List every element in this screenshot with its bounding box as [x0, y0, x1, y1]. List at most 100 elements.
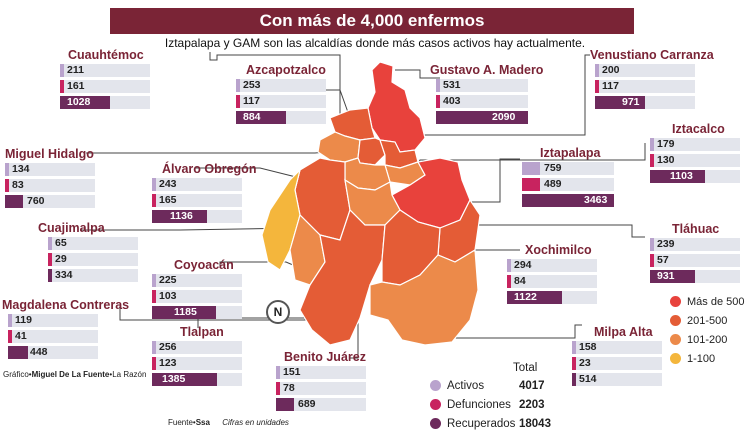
box-azcapotzalco: Azcapotzalco 253 117 884	[236, 63, 326, 127]
alcaldias-shapes	[261, 61, 481, 346]
name: Miguel Hidalgo	[5, 147, 94, 161]
defunciones-label: Defunciones	[447, 398, 511, 411]
name: Magdalena Contreras	[2, 298, 130, 312]
tlalpan-shape	[299, 208, 386, 346]
mas500-swatch	[670, 296, 681, 307]
activos-value: 531	[443, 79, 461, 91]
recuperados-value: 1136	[170, 210, 193, 222]
recuperados-value: 3463	[584, 194, 608, 206]
defunciones-value: 130	[657, 154, 675, 166]
name: Venustiano Carranza	[590, 48, 714, 62]
recuperados-value: 1122	[514, 291, 537, 303]
scale-label: Más de 500	[687, 295, 745, 308]
name: Xochimilco	[525, 243, 592, 257]
box-miguel-hidalgo: Miguel Hidalgo 134 83 760	[5, 147, 95, 211]
defunciones-total: 2203	[519, 398, 545, 411]
defunciones-value: 23	[579, 357, 591, 369]
activos-value: 151	[283, 366, 301, 378]
name: Álvaro Obregón	[162, 162, 257, 176]
graphic-credit: Gráfico•Miguel De La Fuente•La Razón	[3, 370, 146, 379]
name: Iztapalapa	[540, 146, 601, 160]
box-cuajimalpa: Cuajimalpa 65 29 334	[38, 221, 138, 285]
box-gam: Gustavo A. Madero 531 403 2090	[430, 63, 543, 127]
recuperados-value: 1385	[162, 373, 186, 385]
name: Benito Juárez	[284, 350, 366, 364]
recuperados-total: 18043	[519, 417, 551, 430]
box-xochimilco: Xochimilco 294 84 1122	[507, 243, 597, 307]
milpa-alta-shape	[369, 248, 479, 346]
activos-value: 225	[159, 274, 177, 286]
scale-label: 201-500	[687, 314, 728, 327]
defunciones-swatch	[430, 399, 441, 410]
credit-author: Miguel De La Fuente	[31, 370, 110, 379]
title-banner: Con más de 4,000 enfermos	[110, 8, 634, 34]
activos-value: 134	[12, 163, 30, 175]
activos-value: 759	[544, 162, 562, 174]
totals-legend: Activos 4017 Defunciones 2203 Recuperados 1…	[430, 376, 551, 433]
defunciones-value: 123	[159, 357, 177, 369]
subtitle: Iztapalapa y GAM son las alcaldías donde…	[164, 36, 586, 50]
recuperados-value: 931	[657, 270, 675, 282]
recuperados-value: 971	[622, 96, 640, 108]
activos-value: 158	[579, 341, 597, 353]
defunciones-value: 83	[12, 179, 24, 191]
recuperados-value: 1103	[670, 170, 693, 182]
name: Tlalpan	[180, 325, 224, 339]
name: Gustavo A. Madero	[430, 63, 544, 77]
name: Milpa Alta	[594, 325, 653, 339]
defunciones-value: 165	[159, 194, 177, 206]
credit-suffix: •La Razón	[109, 370, 147, 379]
defunciones-value: 29	[55, 253, 67, 265]
recuperados-value: 1028	[67, 96, 91, 108]
scale-label: 1-100	[687, 352, 716, 365]
defunciones-value: 117	[602, 80, 619, 92]
activos-value: 239	[657, 238, 675, 250]
activos-value: 65	[55, 237, 67, 249]
name: Azcapotzalco	[246, 63, 326, 77]
box-iztacalco: Iztacalco 179 130 1103	[650, 122, 740, 186]
defunciones-value: 84	[514, 275, 526, 287]
activos-value: 119	[15, 314, 32, 326]
name: Tláhuac	[672, 222, 720, 236]
r1-100-swatch	[670, 353, 681, 364]
name: Cuauhtémoc	[68, 48, 144, 62]
activos-value: 256	[159, 341, 177, 353]
recuperados-value: 884	[243, 111, 261, 123]
recuperados-value: 760	[27, 195, 45, 207]
box-tlalpan: Tlalpan 256 123 1385	[152, 325, 242, 389]
units-note: Cifras en unidades	[222, 418, 289, 427]
box-alvaro-obregon: Álvaro Obregón 243 165 1136	[152, 162, 257, 226]
totals-header: Total	[513, 362, 538, 374]
source-name: Ssa	[195, 418, 210, 427]
credit-prefix: Gráfico•	[3, 370, 32, 379]
defunciones-value: 489	[544, 178, 562, 190]
activos-label: Activos	[447, 379, 485, 392]
activos-value: 179	[657, 138, 675, 150]
box-iztapalapa: Iztapalapa 759 489 3463	[522, 146, 614, 210]
recuperados-value: 514	[579, 373, 597, 385]
box-venustiano: Venustiano Carranza 200 117 971	[590, 48, 714, 112]
activos-swatch	[430, 380, 441, 391]
defunciones-value: 103	[159, 290, 177, 302]
recuperados-swatch	[430, 418, 441, 429]
box-cuauhtemoc: Cuauhtémoc 211 161 1028	[60, 48, 150, 112]
recuperados-value: 689	[298, 398, 316, 410]
defunciones-value: 78	[283, 382, 295, 394]
defunciones-value: 57	[657, 254, 669, 266]
recuperados-value: 1185	[174, 306, 197, 318]
name: Cuajimalpa	[38, 221, 105, 235]
name: Coyoacán	[174, 258, 234, 272]
r201-500-swatch	[670, 315, 681, 326]
box-magdalena-contreras: Magdalena Contreras 119 41 448	[2, 298, 129, 362]
recuperados-value: 334	[55, 269, 73, 281]
activos-total: 4017	[519, 379, 545, 392]
north-compass-icon: N	[266, 300, 290, 324]
activos-value: 253	[243, 79, 261, 91]
recuperados-value: 448	[30, 346, 48, 358]
defunciones-value: 403	[443, 95, 461, 107]
activos-value: 243	[159, 178, 177, 190]
defunciones-value: 161	[67, 80, 85, 92]
activos-value: 211	[67, 64, 84, 76]
scale-label: 101-200	[687, 333, 728, 346]
